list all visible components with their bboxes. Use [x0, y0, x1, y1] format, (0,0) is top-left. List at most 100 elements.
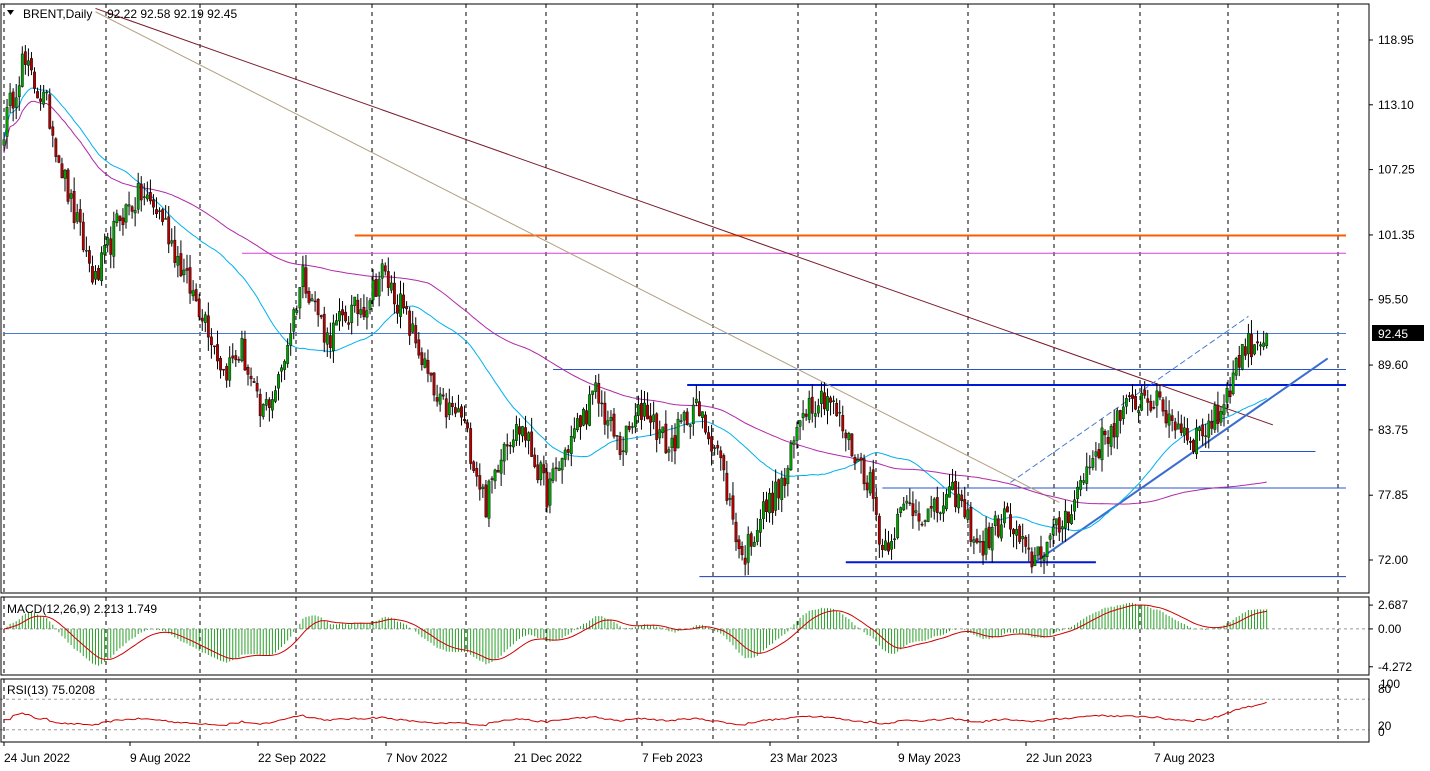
- candle-body: [1262, 342, 1266, 347]
- time-tick-label: 7 Feb 2023: [642, 751, 703, 765]
- candle-body: [890, 540, 893, 550]
- candle-body: [81, 221, 85, 251]
- candle-body: [569, 436, 573, 454]
- candle-body: [1231, 372, 1235, 395]
- candle-body: [1256, 341, 1259, 344]
- candle-body: [1173, 421, 1177, 431]
- candle-body: [957, 493, 961, 509]
- candle-body: [1045, 541, 1049, 557]
- candle-body: [630, 426, 634, 428]
- candle-body: [234, 355, 238, 361]
- pane-frame: [0, 3, 1370, 594]
- candle-body: [225, 366, 229, 381]
- candle-body: [1088, 466, 1092, 469]
- candle-body: [444, 398, 448, 418]
- candle-body: [951, 481, 954, 490]
- candle-body: [438, 393, 442, 405]
- candle-body: [481, 486, 485, 490]
- candle-body: [658, 429, 662, 439]
- candle-body: [621, 450, 625, 453]
- candle-body: [261, 404, 265, 417]
- candle-body: [78, 209, 82, 223]
- candle-body: [688, 424, 692, 427]
- candle-body: [923, 520, 927, 522]
- candle-body: [1143, 389, 1147, 396]
- candle-body: [536, 464, 540, 481]
- candle-body: [386, 271, 390, 288]
- candle-body: [1201, 424, 1205, 437]
- candle-body: [1222, 404, 1226, 415]
- candle-body: [258, 393, 262, 416]
- candle-body: [54, 138, 58, 157]
- candle-body: [432, 372, 436, 396]
- candle-body: [1131, 394, 1134, 399]
- candle-body: [383, 265, 387, 272]
- candle-body: [966, 509, 970, 520]
- candle-body: [377, 278, 381, 297]
- candle-body: [755, 530, 759, 542]
- candle-body: [938, 512, 942, 515]
- candle-body: [243, 338, 247, 371]
- time-tick-label: 9 May 2023: [898, 751, 961, 765]
- candle-body: [84, 250, 88, 252]
- candle-body: [274, 390, 277, 402]
- candle-body: [1082, 480, 1086, 483]
- candle-body: [871, 469, 875, 499]
- candle-body: [475, 468, 479, 477]
- candle-body: [798, 420, 802, 427]
- pane-frame: [0, 678, 1370, 743]
- candle-body: [335, 320, 338, 326]
- candle-body: [1057, 517, 1061, 533]
- candle-body: [563, 449, 567, 460]
- candle-body: [993, 515, 997, 526]
- candle-body: [63, 169, 67, 179]
- candle-body: [304, 267, 308, 294]
- chart-menu-triangle-icon[interactable]: [7, 10, 14, 15]
- candle-body: [454, 407, 457, 414]
- candle-body: [780, 477, 784, 500]
- candle-body: [17, 85, 21, 98]
- candle-body: [371, 280, 375, 301]
- candle-body: [133, 209, 137, 214]
- candle-body: [316, 299, 320, 316]
- candle-body: [469, 428, 473, 464]
- pane-frame: [0, 596, 1370, 676]
- candle-body: [557, 467, 561, 471]
- candle-body: [704, 414, 707, 433]
- candle-body: [768, 492, 771, 514]
- candle-body: [1265, 333, 1269, 347]
- candle-body: [200, 317, 204, 322]
- rsi-tick-label: 80: [1378, 682, 1392, 696]
- candle-body: [1161, 399, 1165, 412]
- candle-body: [609, 417, 613, 421]
- candle-body: [771, 492, 775, 513]
- candle-body: [484, 484, 488, 518]
- candle-body: [868, 472, 872, 494]
- candle-body: [945, 494, 948, 510]
- candle-body: [1124, 398, 1128, 407]
- candle-body: [1091, 458, 1095, 468]
- candle-body: [1243, 346, 1247, 356]
- candle-body: [472, 461, 476, 471]
- candle-body: [1246, 333, 1250, 355]
- candle-body: [328, 335, 332, 348]
- candle-body: [36, 91, 39, 99]
- candle-body: [222, 368, 225, 371]
- candle-body: [527, 432, 531, 441]
- time-tick-label: 24 Jun 2022: [4, 751, 70, 765]
- candle-body: [219, 357, 222, 371]
- price-tick-label: 113.10: [1378, 98, 1414, 112]
- rsi-tick-label: 20: [1378, 719, 1392, 733]
- macd-tick-label: 0.00: [1378, 622, 1402, 636]
- candle-body: [27, 60, 30, 66]
- candle-body: [713, 447, 717, 449]
- candle-body: [505, 444, 509, 447]
- candle-body: [380, 263, 384, 279]
- candle-body: [1076, 486, 1080, 499]
- price-tick-label: 72.00: [1378, 553, 1408, 567]
- candle-body: [673, 435, 677, 452]
- grid: [3, 4, 1339, 742]
- candle-body: [1155, 390, 1159, 406]
- candle-body: [975, 538, 979, 543]
